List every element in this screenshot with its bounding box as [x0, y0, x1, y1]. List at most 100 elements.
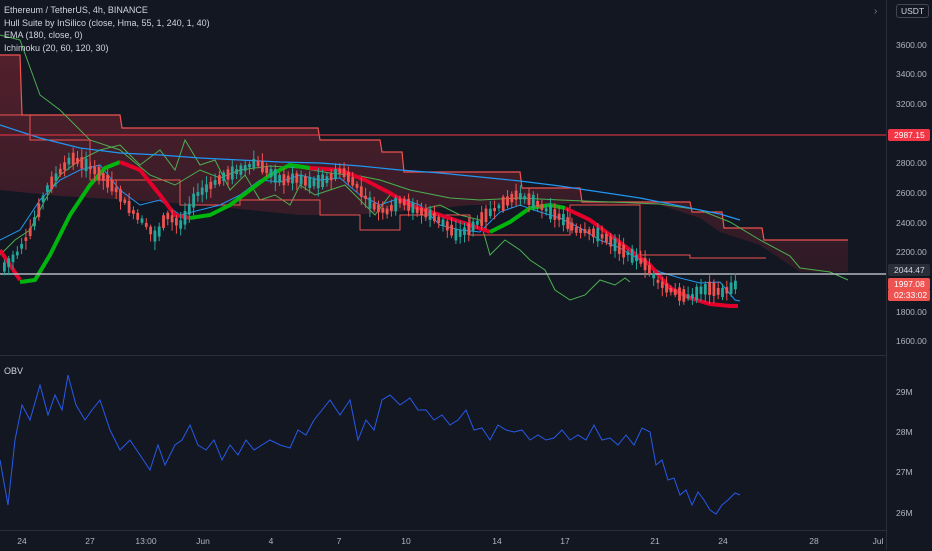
legend-ema[interactable]: EMA (180, close, 0)	[4, 30, 83, 40]
currency-button[interactable]: USDT	[896, 4, 930, 18]
candle-body	[355, 183, 359, 188]
legend-symbol[interactable]: Ethereum / TetherUS, 4h, BINANCE	[4, 5, 148, 15]
obv-tick: 26M	[896, 508, 913, 518]
pane-separator[interactable]	[0, 355, 932, 356]
horizontal-price-tag: 2044.47	[888, 264, 930, 276]
candle-body	[325, 176, 329, 184]
candle-body	[230, 166, 234, 180]
candle-body	[235, 169, 238, 175]
candle-body	[222, 172, 226, 182]
candle-body	[179, 220, 183, 229]
chart-canvas[interactable]	[0, 0, 886, 530]
last-price-tag: 1997.08	[888, 278, 930, 290]
candle-body	[84, 158, 88, 172]
candle-body	[338, 168, 342, 174]
candle-body	[278, 175, 281, 183]
bar-countdown: 02:33:02	[888, 289, 930, 301]
candle-body	[708, 281, 711, 295]
candle-body	[721, 287, 724, 298]
time-axis[interactable]	[0, 530, 886, 551]
obv-tick: 27M	[896, 467, 913, 477]
chevron-icon[interactable]: ›	[874, 6, 878, 17]
candle-body	[321, 174, 324, 188]
candle-body	[252, 158, 256, 168]
candle-body	[630, 248, 634, 263]
time-tick: 10	[401, 536, 411, 546]
candle-body	[265, 167, 269, 174]
candle-body	[269, 168, 273, 178]
legend-ichimoku[interactable]: Ichimoku (20, 60, 120, 30)	[4, 42, 109, 53]
hull-down-4	[564, 206, 738, 308]
candle-body	[24, 237, 28, 241]
candle-body	[557, 213, 561, 220]
candle-body	[291, 173, 294, 184]
obv-legend[interactable]: OBV	[4, 366, 24, 376]
candle-body	[239, 165, 243, 175]
candle-body	[11, 254, 15, 263]
candle-body	[579, 228, 582, 233]
candle-body	[368, 197, 372, 209]
candle-body	[304, 176, 307, 186]
candle-body	[596, 227, 600, 242]
candle-body	[71, 152, 75, 165]
candle-body	[549, 205, 552, 220]
candle-body	[519, 193, 522, 200]
candle-body	[170, 215, 174, 223]
candle-body	[256, 160, 260, 167]
candle-body	[411, 202, 415, 213]
candle-body	[566, 217, 570, 229]
candle-body	[424, 208, 428, 218]
candle-body	[682, 289, 686, 302]
candle-body	[54, 173, 58, 181]
hull-up-1	[19, 160, 121, 284]
candle-body	[347, 171, 350, 183]
candle-body	[635, 255, 638, 262]
candle-body	[699, 286, 703, 295]
candle-body	[218, 175, 221, 185]
candle-body	[162, 215, 165, 229]
candle-body	[476, 220, 479, 225]
candle-body	[712, 282, 716, 296]
candle-body	[501, 196, 505, 211]
candle-body	[334, 169, 337, 179]
candle-body	[734, 280, 737, 290]
candle-body	[359, 186, 363, 197]
candle-body	[514, 190, 518, 200]
candle-body	[58, 168, 62, 175]
price-tick: 2200.00	[896, 247, 927, 257]
candle-body	[622, 244, 625, 258]
candle-body	[656, 279, 660, 283]
candle-body	[643, 257, 647, 271]
candle-body	[243, 165, 247, 171]
candle-body	[437, 216, 441, 223]
time-tick: Jun	[196, 536, 210, 546]
candle-body	[89, 166, 92, 170]
candle-body	[312, 178, 316, 187]
time-tick: 24	[718, 536, 728, 546]
legend-hull[interactable]: Hull Suite by InSilico (close, Hma, 55, …	[4, 17, 210, 28]
time-tick: 17	[560, 536, 570, 546]
candle-body	[7, 258, 11, 267]
time-tick: 24	[17, 536, 27, 546]
price-tick: 1600.00	[896, 336, 927, 346]
candle-body	[80, 157, 84, 169]
time-tick: 28	[809, 536, 819, 546]
candle-body	[570, 222, 574, 231]
price-tick: 2800.00	[896, 158, 927, 168]
candle-body	[587, 229, 591, 235]
time-tick: Jul	[872, 536, 884, 546]
candle-body	[544, 208, 548, 212]
candle-body	[729, 282, 733, 294]
candle-body	[484, 208, 488, 223]
price-tick: 3200.00	[896, 99, 927, 109]
candle-body	[678, 287, 681, 301]
ema-line	[0, 124, 741, 221]
price-chart[interactable]: Ethereum / TetherUS, 4h, BINANCE Hull Su…	[0, 0, 886, 530]
candle-body	[192, 193, 195, 208]
price-tick: 3400.00	[896, 69, 927, 79]
candle-body	[648, 265, 651, 274]
candle-body	[458, 229, 462, 237]
candle-body	[144, 222, 148, 227]
candle-body	[673, 289, 677, 296]
obv-tick: 28M	[896, 427, 913, 437]
